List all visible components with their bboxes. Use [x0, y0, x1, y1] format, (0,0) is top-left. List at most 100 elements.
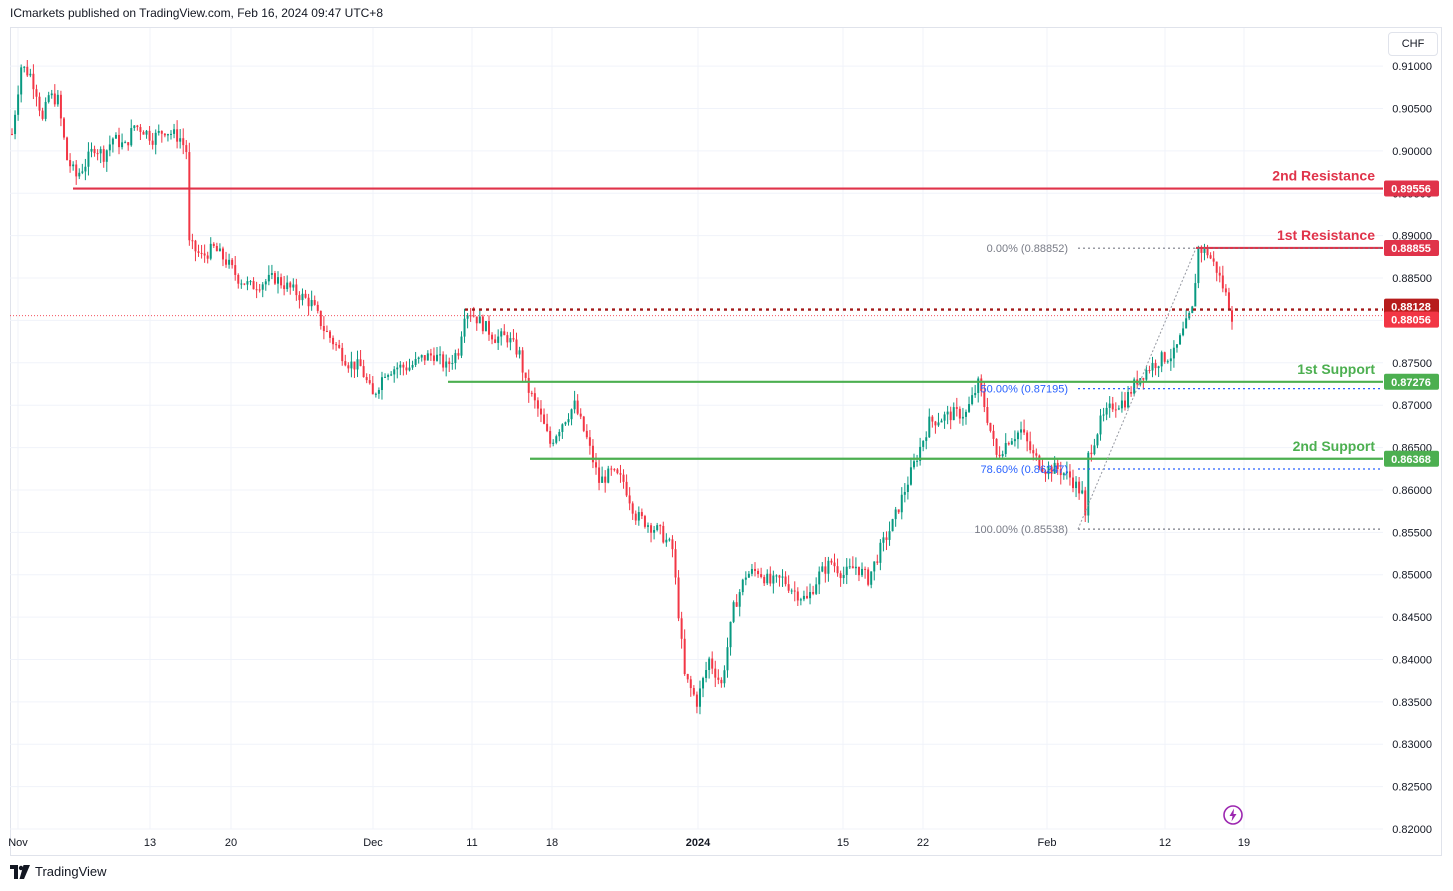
candle-body — [1032, 450, 1035, 454]
candle-body — [1114, 409, 1117, 411]
candle-body — [1020, 429, 1023, 433]
candle-body — [1212, 258, 1215, 262]
candle-body — [781, 576, 784, 578]
candle-body — [225, 259, 228, 265]
candle-body — [469, 315, 472, 317]
candle-body — [130, 128, 133, 146]
x-tick-label: Feb — [1038, 837, 1057, 849]
candle-body — [173, 129, 176, 134]
candle-body — [573, 400, 576, 410]
candle-body — [845, 566, 848, 576]
level-price-label: 0.87276 — [1391, 377, 1431, 389]
candle-body — [601, 476, 604, 483]
candle-body — [160, 131, 163, 134]
currency-button[interactable]: CHF — [1388, 32, 1438, 56]
candle-body — [870, 571, 873, 585]
candle-body — [986, 407, 989, 423]
candle-body — [353, 361, 356, 370]
candle-body — [916, 460, 919, 462]
candle-body — [286, 282, 289, 290]
candle-body — [637, 512, 640, 521]
candle-body — [891, 519, 894, 532]
candle-body — [166, 134, 169, 136]
y-tick-label: 0.82500 — [1392, 782, 1432, 794]
candle-body — [457, 353, 460, 356]
candle-body — [368, 380, 371, 384]
candle-body — [689, 679, 692, 689]
candle-body — [332, 337, 335, 345]
level-price-tag — [1384, 180, 1439, 197]
candle-body — [1224, 288, 1227, 293]
candle-body — [252, 281, 255, 290]
candle-body — [1175, 344, 1178, 348]
candle-body — [1209, 255, 1212, 259]
candle-body — [99, 149, 102, 154]
candle-body — [980, 378, 983, 392]
candle-body — [588, 437, 591, 446]
candle-body — [848, 566, 851, 568]
candle-body — [830, 560, 833, 563]
candle-body — [148, 130, 151, 141]
candle-body — [478, 316, 481, 324]
candle-body — [1169, 358, 1172, 362]
candle-body — [851, 566, 854, 569]
chart-area[interactable] — [10, 27, 1442, 856]
candle-body — [356, 359, 359, 370]
candle-body — [512, 338, 515, 340]
candle-body — [784, 576, 787, 585]
candle-body — [1123, 400, 1126, 408]
levels: 2nd Resistance 1st Resistance 1st Support 2… — [10, 168, 1383, 460]
candle-body — [463, 318, 466, 337]
y-tick-label: 0.83000 — [1392, 739, 1432, 751]
candle-body — [1172, 347, 1175, 359]
candle-body — [815, 584, 818, 594]
candle-body — [763, 576, 766, 584]
candle-body — [842, 575, 845, 579]
candle-body — [925, 437, 928, 441]
candle-body — [1059, 469, 1062, 476]
candle-body — [316, 304, 319, 311]
candle-body — [646, 525, 649, 527]
candle-body — [494, 339, 497, 343]
candle-body — [1056, 462, 1059, 470]
candle-body — [319, 310, 322, 327]
candle-body — [1145, 369, 1148, 380]
candle-body — [231, 259, 234, 266]
candle-body — [1047, 466, 1050, 475]
candle-body — [29, 73, 32, 76]
candle-body — [454, 353, 457, 364]
candle-body — [359, 359, 362, 367]
candle-body — [674, 549, 677, 578]
candle-body — [772, 575, 775, 584]
y-tick-label: 0.84000 — [1392, 654, 1432, 666]
candle-body — [524, 372, 527, 378]
x-tick-label: Nov — [8, 837, 28, 849]
candle-body — [607, 468, 610, 483]
candle-body — [1050, 466, 1053, 474]
candle-body — [741, 579, 744, 593]
candle-body — [179, 138, 182, 142]
candle-body — [270, 273, 273, 275]
candle-body — [934, 421, 937, 426]
candle-body — [515, 339, 518, 355]
candle-body — [163, 133, 166, 136]
candle-body — [500, 331, 503, 337]
candle-body — [1120, 400, 1123, 409]
candle-body — [643, 516, 646, 527]
candle-body — [1206, 248, 1209, 256]
candle-body — [533, 393, 536, 401]
fib-trend-line — [1077, 248, 1197, 530]
candle-body — [59, 94, 62, 119]
candle-body — [451, 363, 454, 365]
candle-body — [481, 316, 484, 332]
candle-body — [564, 422, 567, 425]
lightning-icon[interactable] — [1222, 804, 1244, 826]
candle-body — [888, 531, 891, 540]
level-price-label: 0.86368 — [1391, 454, 1431, 466]
candle-body — [460, 336, 463, 356]
candle-body — [1148, 369, 1151, 371]
candle-body — [836, 566, 839, 574]
tradingview-logo-icon[interactable] — [10, 864, 30, 879]
candle-body — [1013, 439, 1016, 442]
